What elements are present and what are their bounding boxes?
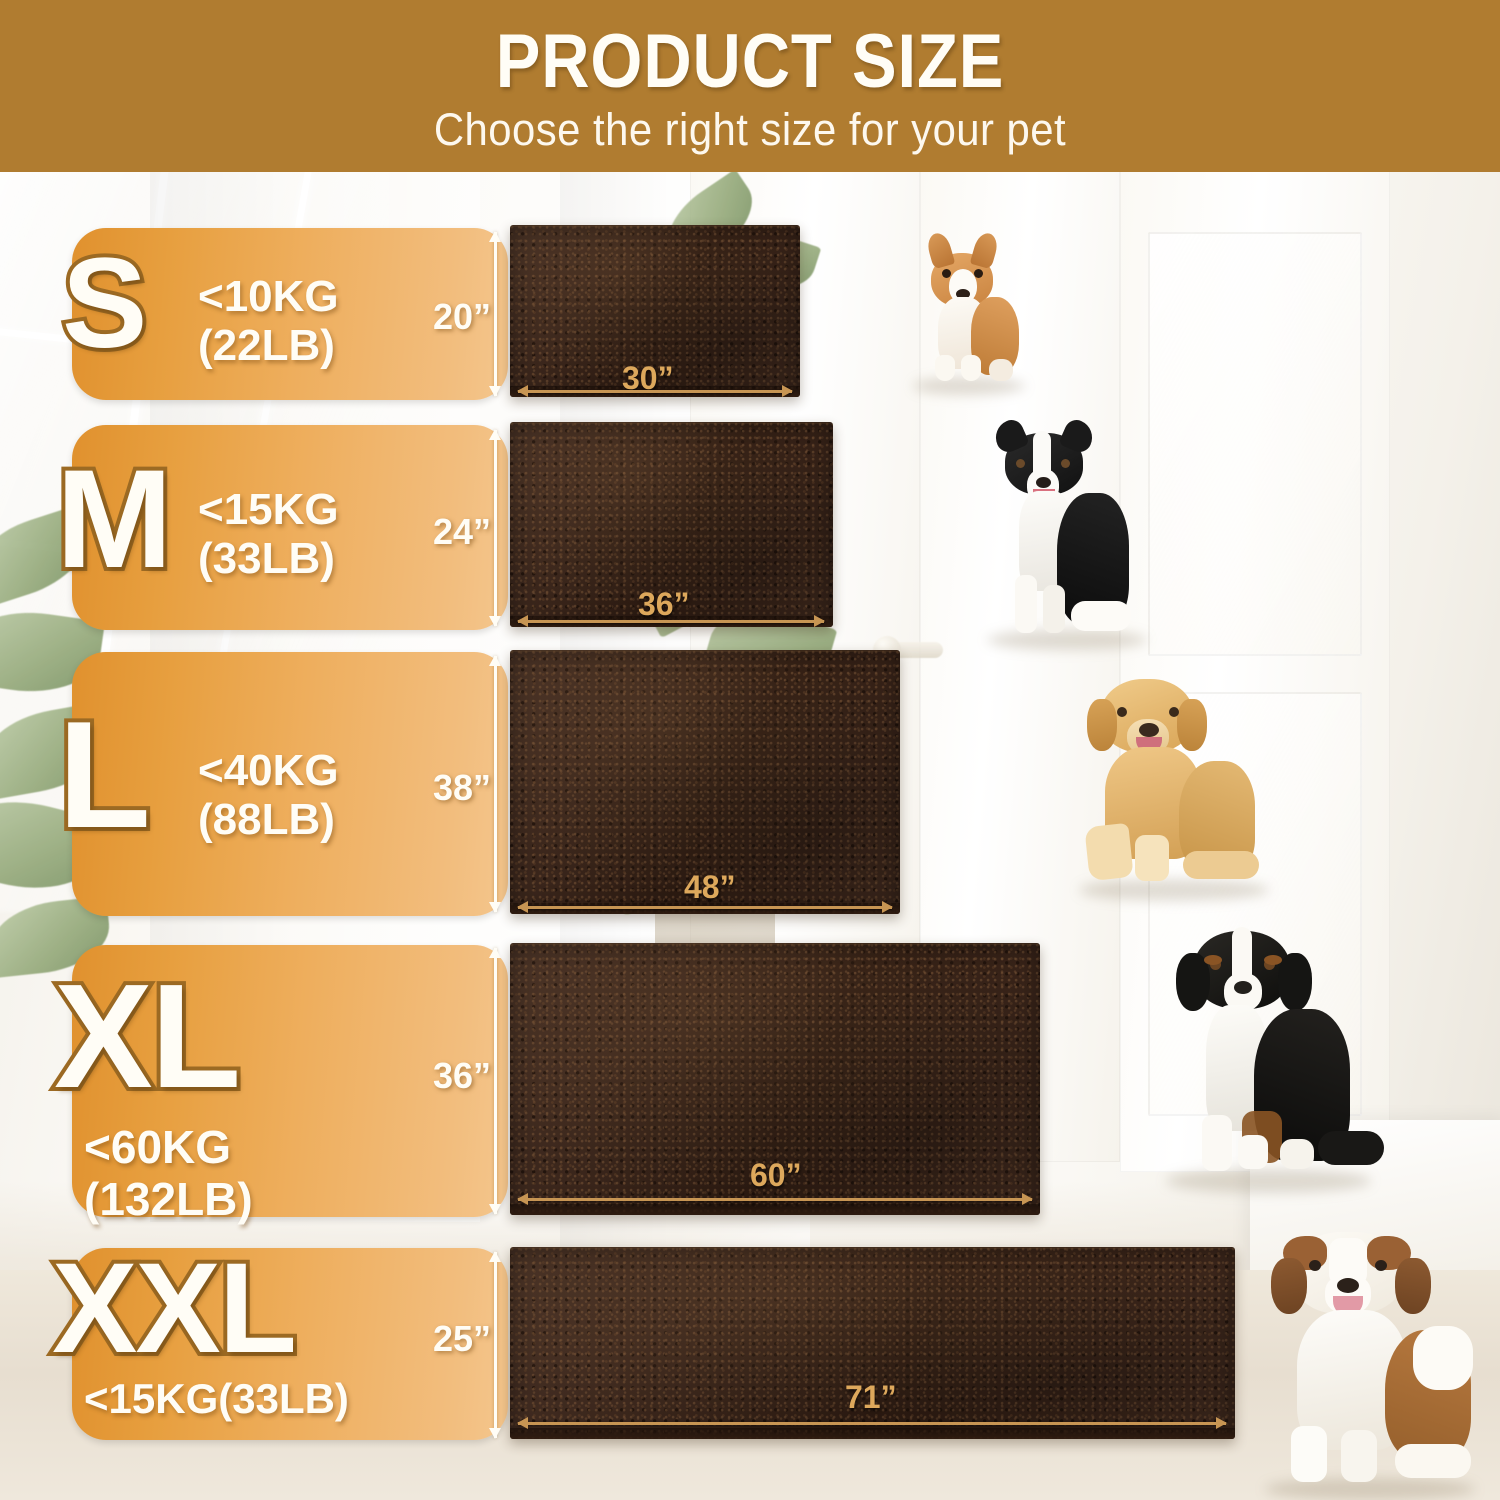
header-banner: PRODUCT SIZE Choose the right size for y…	[0, 0, 1500, 172]
width-arrow-xxl	[517, 1417, 1227, 1429]
mat-l	[510, 650, 900, 914]
width-arrow-xl	[517, 1193, 1033, 1205]
height-arrow-xl	[489, 947, 501, 1215]
page-title: PRODUCT SIZE	[495, 19, 1005, 104]
width-arrow-m	[517, 615, 825, 627]
size-panel-m	[72, 425, 508, 630]
mat-sheen	[510, 422, 833, 627]
mat-xl	[510, 943, 1040, 1215]
weight-label-xl: <60KG (132LB)	[84, 1121, 253, 1225]
height-label-l: 38”	[433, 767, 492, 808]
mat-sheen	[510, 943, 1040, 1215]
mat-s	[510, 225, 800, 397]
width-label-m: 36”	[638, 586, 690, 622]
height-arrow-l	[489, 655, 501, 913]
weight-label-s: <10KG (22LB)	[198, 272, 339, 371]
height-label-xl: 36”	[433, 1055, 492, 1096]
height-label-m: 24”	[433, 511, 492, 552]
height-label-xxl: 25”	[433, 1318, 492, 1359]
pet-photo-corgi	[905, 230, 1035, 395]
size-letter-m: M	[52, 440, 177, 597]
size-panel-xl	[72, 945, 508, 1217]
size-panel-s	[72, 228, 508, 400]
size-letter-s: S	[58, 232, 151, 375]
size-letter-xxl: XXL	[48, 1237, 301, 1380]
pet-photo-border-collie	[975, 416, 1160, 650]
mat-xxl	[510, 1247, 1235, 1439]
height-arrow-s	[489, 231, 501, 397]
pet-photo-saint-bernard	[1245, 1230, 1495, 1500]
mat-m	[510, 422, 833, 627]
weight-label-m: <15KG (33LB)	[198, 485, 339, 584]
size-panel-l	[72, 652, 508, 916]
width-arrow-s	[517, 385, 793, 397]
height-arrow-xxl	[489, 1251, 501, 1439]
mat-sheen	[510, 1247, 1235, 1439]
pet-photo-golden-retriever	[1065, 675, 1280, 901]
width-label-xxl: 71”	[845, 1379, 897, 1415]
height-arrow-m	[489, 429, 501, 627]
size-letter-l: L	[54, 690, 155, 860]
weight-label-xxl: <15KG(33LB)	[84, 1375, 349, 1422]
mat-edge	[510, 1204, 1040, 1215]
width-label-xl: 60”	[750, 1157, 802, 1193]
height-label-s: 20”	[433, 296, 492, 337]
mat-sheen	[510, 650, 900, 914]
page-subtitle: Choose the right size for your pet	[433, 104, 1067, 155]
door-panel-inset	[1148, 232, 1362, 656]
mat-edge	[510, 1428, 1235, 1439]
weight-label-l: <40KG (88LB)	[198, 746, 339, 845]
size-letter-xl: XL	[50, 954, 245, 1119]
mat-sheen	[510, 225, 800, 397]
pet-photo-bernese-mountain-dog	[1150, 925, 1385, 1193]
width-arrow-l	[517, 901, 893, 913]
size-panel-xxl	[72, 1248, 508, 1440]
width-label-l: 48”	[684, 869, 736, 905]
